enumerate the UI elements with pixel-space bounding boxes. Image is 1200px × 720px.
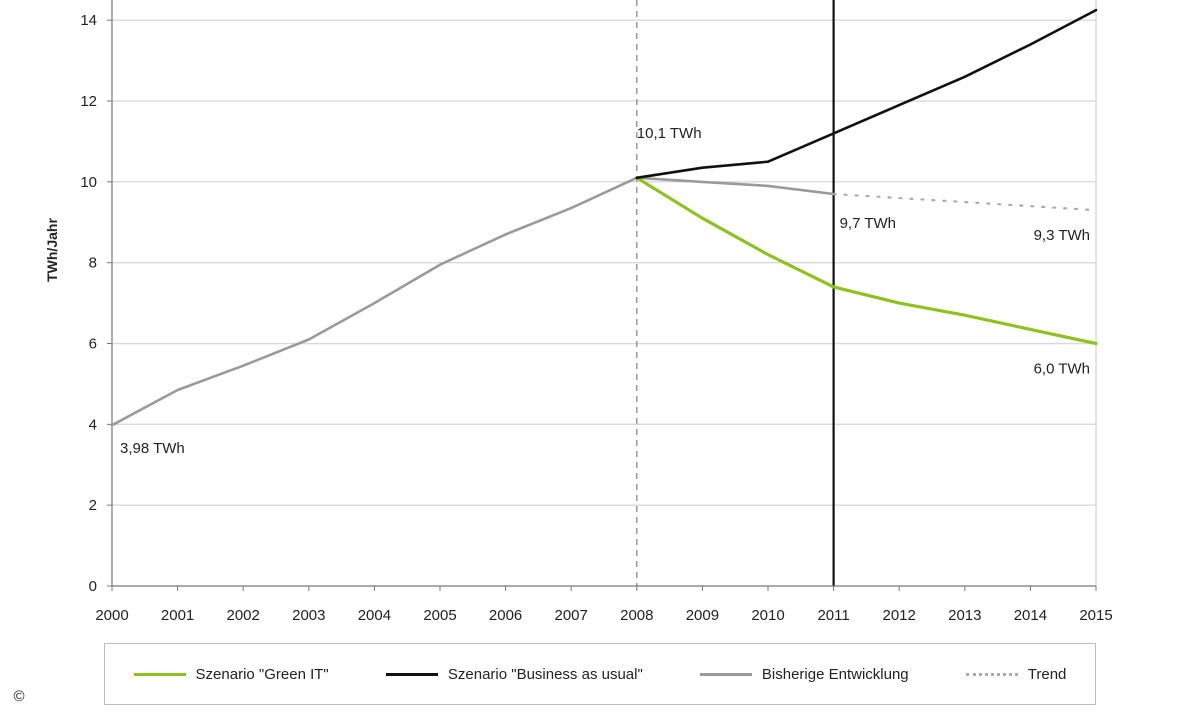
x-tick-label-2013: 2013 [948,607,981,624]
x-tick-label-2009: 2009 [686,607,719,624]
x-tick-label-2010: 2010 [751,607,784,624]
legend-label: Szenario "Green IT" [195,665,329,683]
series-line-2 [110,176,835,427]
y-tick-label-12: 12 [80,93,97,110]
x-tick-label-2003: 2003 [292,607,325,624]
annotation-label-1: 9,7 TWh [840,215,896,232]
x-tick-label-2014: 2014 [1014,607,1047,624]
y-axis-label: TWh/Jahr [44,218,60,282]
series-line-1 [635,8,1098,180]
y-tick-label-14: 14 [80,12,97,29]
legend-swatch-icon [133,672,186,676]
x-tick-label-2001: 2001 [161,607,194,624]
legend-label: Szenario "Business as usual" [447,665,643,683]
gridlines [112,0,1097,586]
legend-item-0: Szenario "Green IT" [133,665,329,683]
legend-swatch-icon [965,672,1018,676]
annotation-label-4: 3,98 TWh [120,440,185,457]
series-line-0 [635,176,1098,346]
y-tick-label-6: 6 [89,336,97,353]
x-tick-label-2012: 2012 [883,607,916,624]
legend-item-2: Bisherige Entwicklung [699,665,909,683]
y-tick-label-4: 4 [89,416,97,433]
series-lines [110,8,1098,427]
y-tick-label-8: 8 [89,255,97,272]
legend-swatch-icon [385,672,438,676]
legend-label: Trend [1027,665,1067,683]
legend-label: Bisherige Entwicklung [761,665,909,683]
x-tick-label-2005: 2005 [423,607,456,624]
annotation-label-0: 10,1 TWh [637,125,702,142]
annotations: 10,1 TWh 9,7 TWh 9,3 TWh 6,0 TWh 3,98 TWh [120,125,1090,457]
x-tick-label-2008: 2008 [620,607,653,624]
annotation-label-3: 6,0 TWh [1034,361,1090,378]
legend-item-3: Trend [965,665,1067,683]
line-chart: 0 2 4 6 8 10 12 14 2000 2001 2002 2003 2004 2005 2006 2… [44,0,1113,624]
x-tick-label-2011: 2011 [817,607,849,624]
copyright-icon: © [13,688,25,705]
x-tick-label-2002: 2002 [227,607,260,624]
legend: Szenario "Green IT" Szenario "Business as… [104,643,1096,705]
y-tick-label-0: 0 [89,578,97,595]
legend-item-1: Szenario "Business as usual" [385,665,643,683]
x-tick-label-2004: 2004 [358,607,391,624]
reference-lines [636,0,835,586]
series-line-3 [832,192,1098,212]
x-tick-label-2007: 2007 [555,607,588,624]
x-tick-label-2015: 2015 [1079,607,1112,624]
axes: 0 2 4 6 8 10 12 14 2000 2001 2002 2003 2004 2005 2006 2… [80,0,1113,624]
y-tick-label-10: 10 [80,174,97,191]
y-tick-label-2: 2 [89,497,97,514]
legend-swatch-icon [699,672,752,676]
x-tick-label-2000: 2000 [95,607,128,624]
x-tick-label-2006: 2006 [489,607,522,624]
annotation-label-2: 9,3 TWh [1034,227,1090,244]
